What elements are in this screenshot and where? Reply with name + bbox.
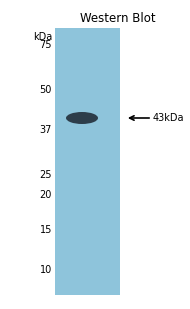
Text: 15: 15 <box>40 225 52 235</box>
Text: 43kDa: 43kDa <box>153 113 184 123</box>
Text: 50: 50 <box>40 85 52 95</box>
Bar <box>55 28 120 295</box>
Text: kDa: kDa <box>33 32 52 42</box>
Text: 37: 37 <box>40 125 52 135</box>
Text: 75: 75 <box>40 40 52 50</box>
Text: Western Blot: Western Blot <box>80 12 156 25</box>
Text: 10: 10 <box>40 265 52 275</box>
Ellipse shape <box>66 112 98 124</box>
Text: 25: 25 <box>40 170 52 180</box>
Text: 20: 20 <box>40 190 52 200</box>
